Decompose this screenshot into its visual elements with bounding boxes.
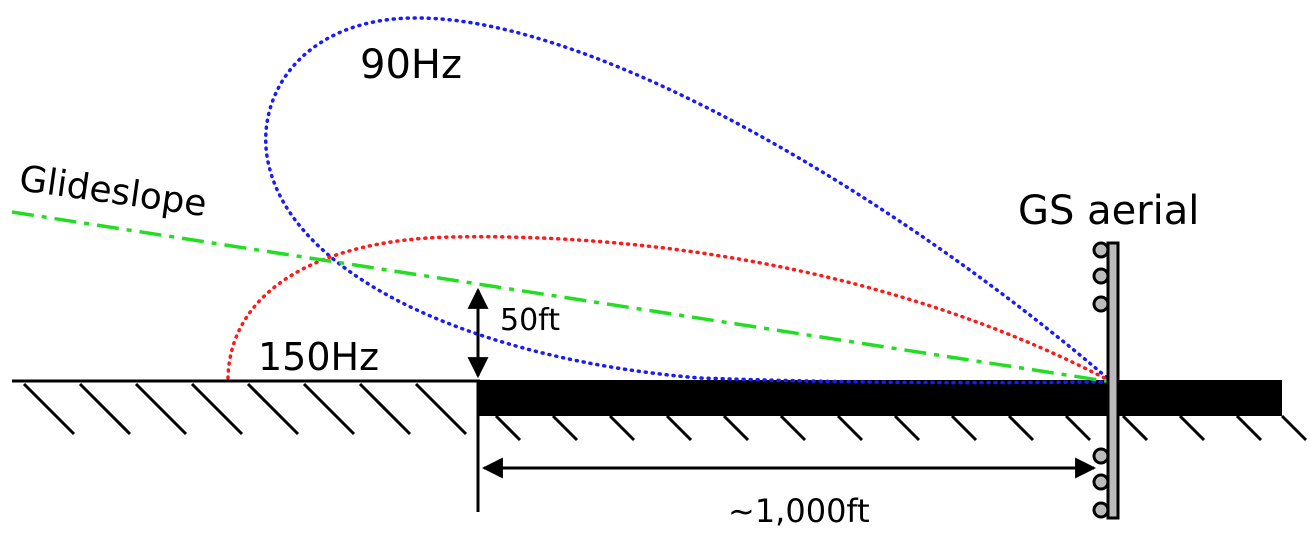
- runway: [478, 380, 1282, 416]
- label-height: 50ft: [500, 303, 560, 338]
- label-90hz: 90Hz: [360, 42, 462, 88]
- lobe-150hz: [226, 234, 1114, 384]
- label-150hz: 150Hz: [258, 335, 379, 379]
- glideslope-line: [11, 210, 1113, 384]
- label-aerial: GS aerial: [1018, 188, 1199, 234]
- label-glideslope: Glideslope: [17, 158, 210, 225]
- label-distance: ~1,000ft: [728, 492, 870, 530]
- hatching: [22, 382, 1308, 442]
- antenna: [1092, 241, 1120, 520]
- lobe-90hz: [264, 16, 1114, 385]
